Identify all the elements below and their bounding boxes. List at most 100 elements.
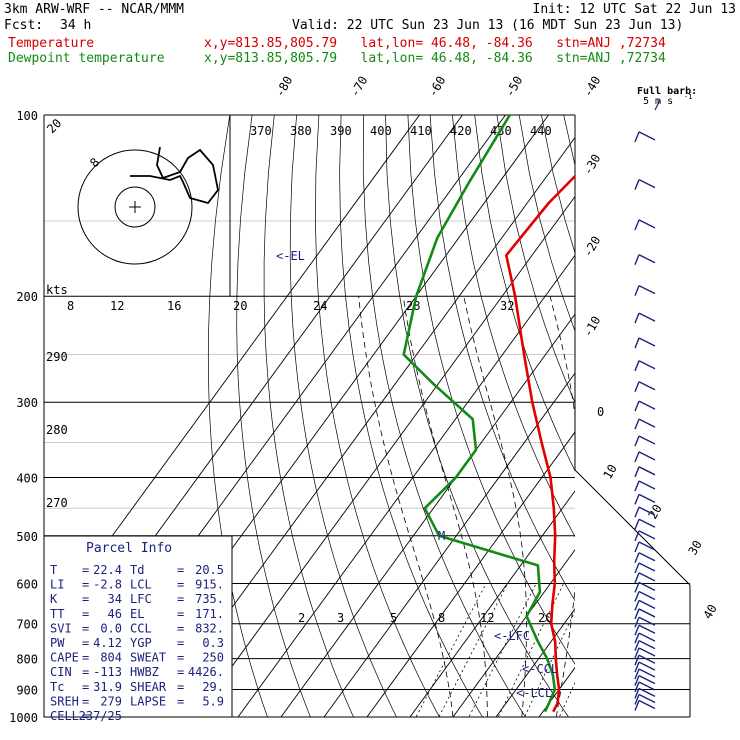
parcel-value: 250 <box>202 651 224 665</box>
wind-barb-flag <box>634 285 640 296</box>
full-barb-exponent: -1 <box>684 93 692 101</box>
parcel-key: EL <box>130 607 144 621</box>
level-marker-label: <-LCL <box>516 686 552 700</box>
wind-barb-shaft <box>638 640 656 650</box>
wind-barb-flag <box>634 506 640 518</box>
theta-left-label: 270 <box>46 496 68 510</box>
wind-barb-shaft <box>638 400 656 410</box>
parcel-eq: = <box>82 665 89 679</box>
parcel-info-panel: Parcel Info T = 22.4 Td = 20.5 LI = -2.8 LCL = 915.… <box>43 535 233 723</box>
parcel-value: 22.4 <box>93 563 122 577</box>
mixing-ratio-line <box>438 583 509 717</box>
parcel-value: 5.9 <box>202 694 224 708</box>
mixing-ratio-label: 12 <box>480 611 494 625</box>
parcel-eq: = <box>177 607 184 621</box>
wind-barb-flag <box>634 681 640 693</box>
isotherm-line <box>538 666 575 717</box>
pressure-tick-label: 600 <box>16 577 38 591</box>
wind-barb-flag <box>634 131 640 143</box>
wind-barb-flag <box>634 608 640 620</box>
parcel-value: -2.8 <box>93 578 122 592</box>
init-time: Init: 12 UTC Sat 22 Jun 13 <box>532 2 737 17</box>
mixing-ratio-line <box>468 583 537 717</box>
parcel-eq: = <box>82 578 89 592</box>
wind-barb-flag <box>634 179 640 190</box>
speed-scale-label: 20 <box>233 299 247 313</box>
theta-label: 380 <box>290 124 312 138</box>
isotherm-line <box>616 115 740 730</box>
parcel-key: CCL <box>130 621 152 635</box>
wind-barb-flag <box>634 654 640 666</box>
wind-barb-shaft <box>638 131 656 141</box>
parcel-eq: = <box>177 592 184 606</box>
wind-barb-flag <box>634 647 640 659</box>
wind-barb-shaft <box>638 530 656 540</box>
moist-adiabat-line <box>625 296 740 717</box>
theta-label: 420 <box>450 124 472 138</box>
wind-barb-flag <box>634 632 640 644</box>
wind-barb-flag <box>634 640 640 651</box>
slant-boundary-line <box>574 469 691 586</box>
wind-barb-shaft <box>638 572 656 582</box>
theta-left-label: 290 <box>46 350 68 364</box>
theta-label: 390 <box>330 124 352 138</box>
isotherm-label: -10 <box>580 314 603 340</box>
wind-barb-shaft <box>638 219 656 229</box>
dry-adiabat-line <box>518 115 575 332</box>
pressure-tick-label: 500 <box>16 530 38 544</box>
full-barb-legend: Full barb: 5 m s -1 <box>637 86 697 107</box>
wind-barb-shaft <box>638 590 656 601</box>
dry-adiabat-line <box>697 115 740 730</box>
parcel-eq: = <box>177 694 184 708</box>
forecast-hour: 34 h <box>60 18 92 33</box>
speed-scale-label: 24 <box>313 299 327 313</box>
wind-barb-flag <box>634 616 640 628</box>
wind-barb-flag <box>634 600 640 611</box>
level-marker-label: <-LFC <box>494 629 530 643</box>
mixing-ratio-line <box>524 610 575 717</box>
wind-barb-flag <box>634 530 640 542</box>
parcel-eq: = <box>177 621 184 635</box>
parcel-eq: = <box>82 563 89 577</box>
isotherm-label: 40 <box>700 602 719 622</box>
isotherm-label: 10 <box>600 462 619 482</box>
wind-barb-flag <box>634 668 640 680</box>
dry-adiabat-line <box>608 115 740 730</box>
pressure-tick-label: 200 <box>16 290 38 304</box>
parcel-eq: = <box>177 578 184 592</box>
parcel-eq: = <box>82 607 89 621</box>
hodograph-ring-label: 20 <box>44 116 64 136</box>
parcel-key: SWEAT <box>130 651 166 665</box>
dry-adiabat-line <box>339 115 483 717</box>
theta-left-label: 280 <box>46 423 68 437</box>
pressure-tick-label: 400 <box>16 471 38 485</box>
dry-adiabat-line <box>263 115 354 717</box>
parcel-key: SREH <box>50 694 79 708</box>
isotherm-label: -80 <box>272 74 295 100</box>
parcel-eq: = <box>82 621 89 635</box>
wind-barb-shaft <box>638 654 656 664</box>
isotherm-label: -40 <box>580 74 603 100</box>
parcel-key: LAPSE <box>130 694 166 708</box>
mixing-ratio-label: 5 <box>390 611 397 625</box>
wind-barb-flag <box>634 694 640 705</box>
parcel-value: 804 <box>100 651 122 665</box>
isotherm-label: 0 <box>597 405 604 419</box>
level-markers: <-EL <-LFC <-CCL <-LCL M <box>276 249 558 700</box>
dry-adiabat-line <box>474 115 575 472</box>
legend-dewpoint: Dewpoint temperature <box>8 51 165 66</box>
moist-adiabat-line <box>402 296 488 717</box>
wind-barb-shaft <box>638 541 656 551</box>
dry-adiabat-line <box>675 115 740 730</box>
dry-adiabat-line <box>289 115 397 717</box>
theta-label: 370 <box>250 124 272 138</box>
wind-barb-shaft <box>638 581 656 591</box>
wind-barb-flag <box>634 480 640 492</box>
parcel-eq: = <box>82 709 89 723</box>
sounding-series <box>402 115 575 713</box>
pressure-tick-label: 1000 <box>9 711 38 725</box>
wind-barb-flag <box>634 400 640 412</box>
mixing-ratio-label: 20 <box>538 611 552 625</box>
dewpoint-location: x,y=813.85,805.79 lat,lon= 46.48, -84.36… <box>204 51 666 66</box>
